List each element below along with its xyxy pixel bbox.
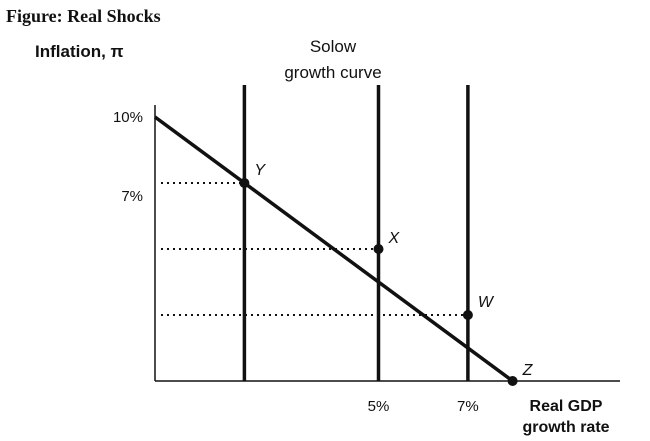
point-label-y: Y bbox=[254, 162, 266, 179]
point-label-w: W bbox=[478, 294, 495, 311]
point-w bbox=[462, 310, 473, 320]
point-label-x: X bbox=[388, 230, 401, 247]
y-tick-label: 10% bbox=[113, 109, 143, 126]
x-tick-label: 7% bbox=[457, 398, 479, 415]
solow-curve-label-line1: Solow bbox=[310, 37, 357, 56]
aggregate-demand-line bbox=[153, 115, 514, 383]
solow-curve-label-line2: growth curve bbox=[284, 63, 381, 82]
x-axis-label-line1: Real GDP bbox=[530, 398, 603, 415]
point-x bbox=[373, 244, 384, 254]
point-label-z: Z bbox=[522, 362, 534, 379]
figure-title: Figure: Real Shocks bbox=[6, 6, 161, 26]
y-tick-label: 7% bbox=[121, 188, 143, 205]
point-z bbox=[507, 376, 518, 386]
x-tick-label: 5% bbox=[368, 398, 390, 415]
x-axis-label-line2: growth rate bbox=[522, 419, 609, 436]
y-axis-label: Inflation, π bbox=[35, 42, 124, 61]
point-y bbox=[239, 178, 250, 188]
